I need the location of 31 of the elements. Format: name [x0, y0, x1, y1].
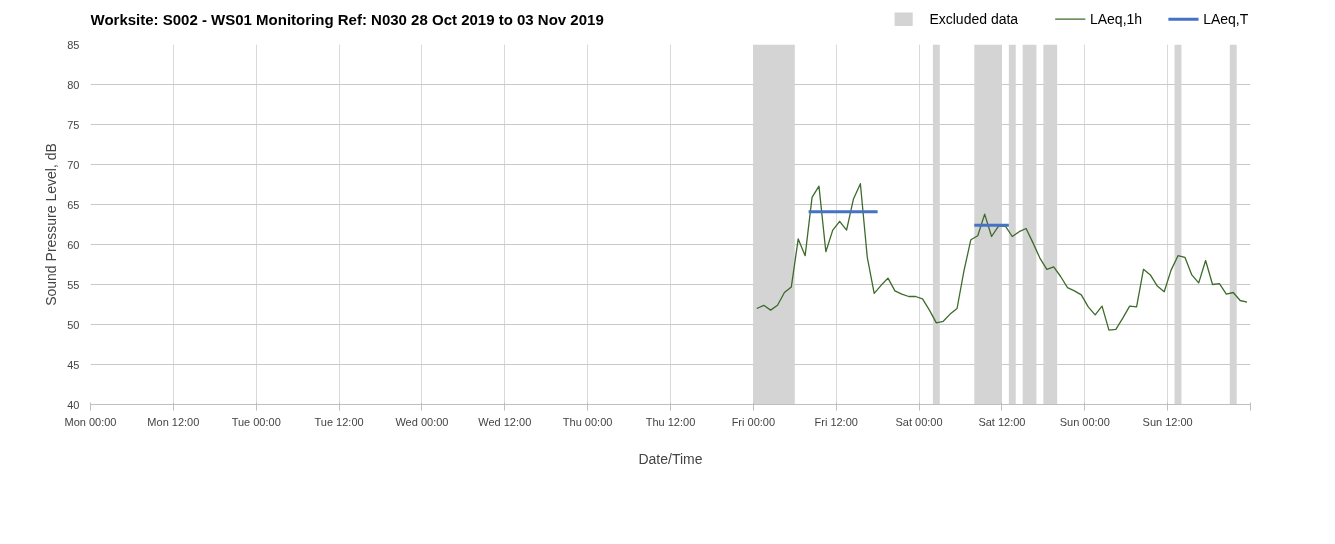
y-tick-label: 45 — [67, 358, 80, 371]
x-axis-title: Date/Time — [638, 450, 703, 467]
x-tick-label: Fri 12:00 — [814, 415, 858, 428]
x-tick-label: Wed 00:00 — [395, 415, 449, 428]
chart-title: Worksite: S002 - WS01 Monitoring Ref: N030 28 Oct 2019 to 03 Nov 2019 — [90, 10, 604, 28]
x-tick-label: Thu 12:00 — [645, 415, 696, 428]
legend-label: Excluded data — [929, 11, 1019, 28]
y-tick-label: 50 — [67, 318, 80, 331]
x-tick-label: Sat 00:00 — [895, 415, 943, 428]
legend-label: LAeq,1h — [1089, 11, 1143, 28]
y-axis-title: Sound Pressure Level, dB — [43, 143, 60, 306]
y-tick-label: 80 — [67, 78, 80, 91]
y-tick-label: 65 — [67, 198, 80, 211]
y-tick-label: 75 — [67, 118, 80, 131]
x-tick-label: Sun 12:00 — [1142, 415, 1193, 428]
y-tick-label: 85 — [67, 38, 80, 51]
y-tick-label: 70 — [67, 158, 80, 171]
y-tick-label: 55 — [67, 278, 80, 291]
x-tick-label: Mon 12:00 — [147, 415, 200, 428]
x-tick-label: Mon 00:00 — [64, 415, 117, 428]
x-tick-label: Fri 00:00 — [731, 415, 776, 428]
y-tick-label: 60 — [67, 238, 80, 251]
x-tick-label: Tue 12:00 — [314, 415, 364, 428]
legend-label: LAeq,T — [1203, 11, 1249, 28]
y-tick-label: 40 — [67, 398, 80, 411]
x-tick-label: Tue 00:00 — [231, 415, 281, 428]
x-tick-label: Sun 00:00 — [1059, 415, 1110, 428]
x-tick-label: Thu 00:00 — [562, 415, 613, 428]
x-tick-label: Sat 12:00 — [978, 415, 1026, 428]
x-tick-label: Wed 12:00 — [478, 415, 532, 428]
line-series — [756, 183, 1248, 331]
